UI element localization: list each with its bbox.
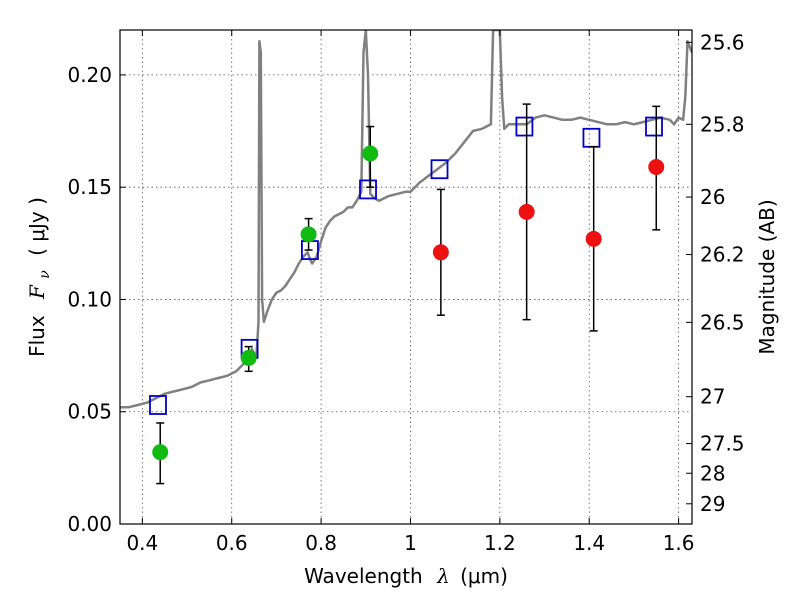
x-tick-label: 1.2 bbox=[484, 531, 516, 555]
y2-tick-label: 25.8 bbox=[700, 112, 745, 136]
red-data-point bbox=[518, 203, 535, 220]
green-data-point bbox=[300, 226, 317, 243]
red-data-point bbox=[648, 158, 665, 175]
plot-frame bbox=[119, 29, 693, 525]
y2-axis-label: Magnitude (AB) bbox=[755, 199, 779, 354]
x-tick-label: 0.6 bbox=[216, 531, 248, 555]
y-tick-label: 0.15 bbox=[67, 175, 112, 199]
y2-tick-label: 28 bbox=[700, 461, 725, 485]
red-data-point bbox=[432, 244, 449, 261]
model-flux-box bbox=[645, 116, 663, 137]
y-tick-label: 0.20 bbox=[67, 63, 112, 87]
y2-tick-label: 29 bbox=[700, 492, 725, 516]
y-tick-label: 0.10 bbox=[67, 287, 112, 311]
y2-tick-label: 27 bbox=[700, 385, 725, 409]
model-flux-box bbox=[149, 395, 167, 415]
green-data-point bbox=[362, 145, 379, 162]
x-tick-label: 0.4 bbox=[126, 531, 158, 555]
x-tick-label: 1.6 bbox=[663, 531, 695, 555]
model-flux-box bbox=[515, 116, 534, 137]
y-tick-label: 0.00 bbox=[67, 512, 112, 536]
y2-tick-label: 26.2 bbox=[700, 243, 745, 267]
ticks: 0.4 0.6 0.8 1 1.2 1.4 1.6 0.00 0.05 0.10 0.15 0.20 2… bbox=[67, 30, 745, 555]
model-flux-box bbox=[359, 179, 377, 200]
x-tick-label: 0.8 bbox=[305, 531, 337, 555]
y2-tick-label: 26.5 bbox=[700, 310, 745, 334]
green-data-point bbox=[152, 444, 169, 461]
y-tick-label: 0.05 bbox=[67, 400, 112, 424]
x-tick-label: 1 bbox=[404, 531, 417, 555]
plot-area bbox=[120, 30, 692, 485]
y2-tick-label: 25.6 bbox=[700, 30, 745, 54]
y2-tick-label: 27.5 bbox=[700, 432, 745, 456]
y2-tick-label: 26 bbox=[700, 185, 725, 209]
red-data-point bbox=[585, 230, 602, 247]
green-data-point bbox=[240, 349, 257, 366]
y-axis-label: Flux F ν ( μJy ) bbox=[25, 197, 54, 357]
x-axis-label: Wavelength λ (μm) bbox=[304, 564, 508, 588]
model-flux-box bbox=[430, 159, 449, 180]
x-tick-label: 1.4 bbox=[573, 531, 605, 555]
